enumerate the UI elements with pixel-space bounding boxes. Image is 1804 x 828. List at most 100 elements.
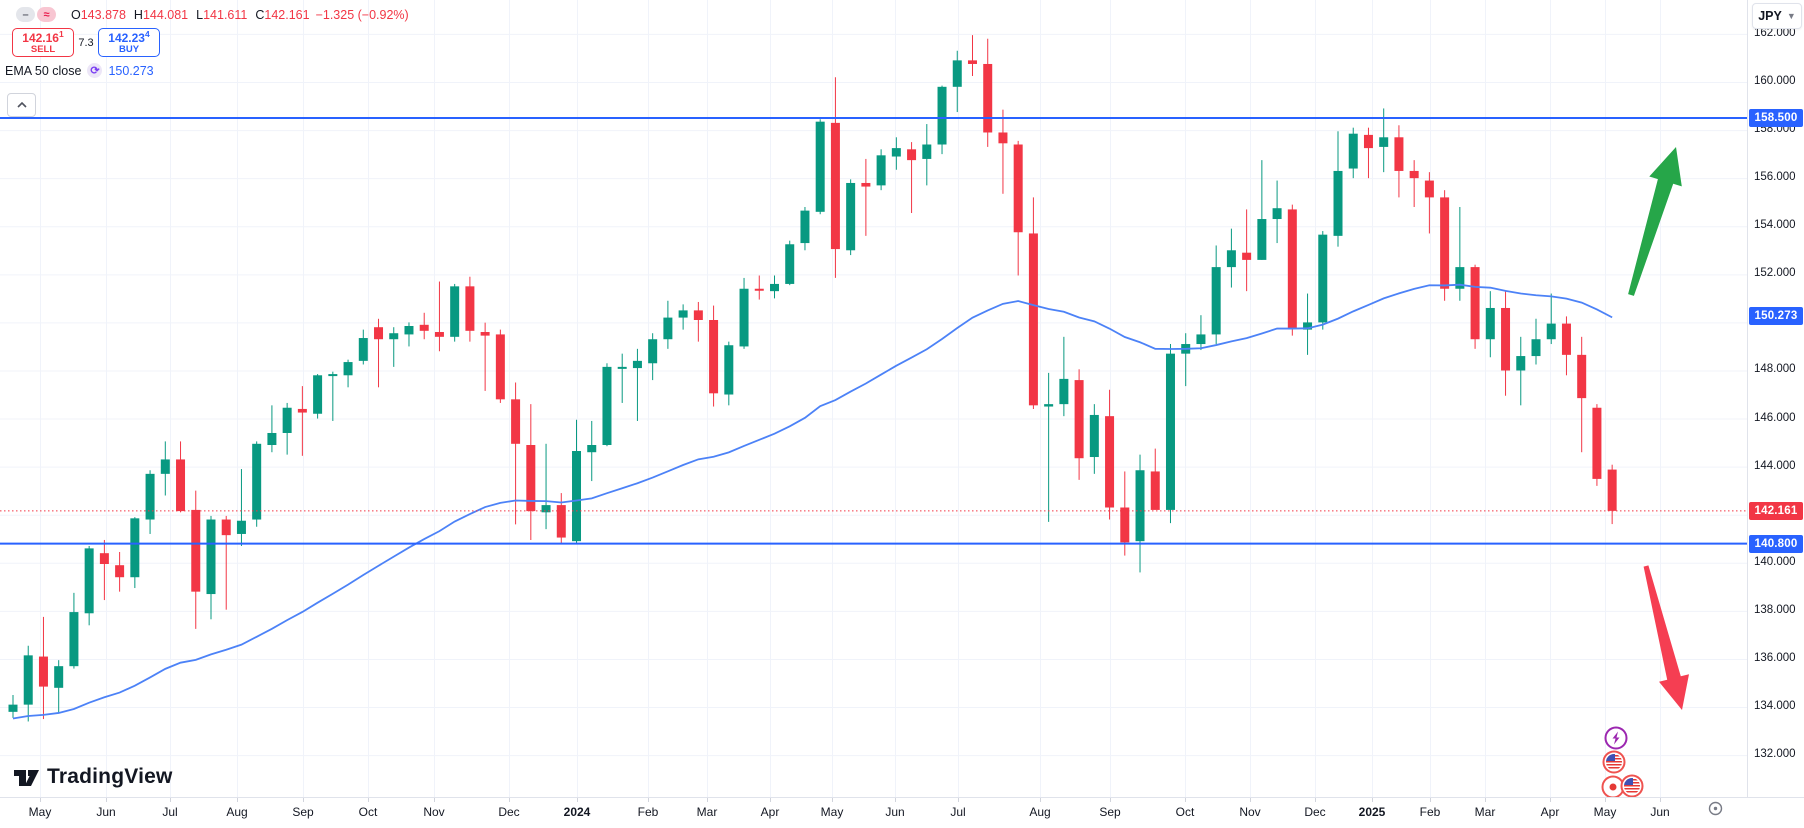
time-axis[interactable]: May Jun Jul Aug Sep Oct Nov Dec 2024 Feb Mar Apr May… <box>0 797 1804 828</box>
ema-line[interactable] <box>12 283 1613 720</box>
flag-us-marker-icon[interactable] <box>1602 750 1626 774</box>
ohlc-readout: O143.878 H144.081 L141.611 C142.161 −1.325 (… <box>71 8 409 22</box>
candle-body <box>830 122 840 250</box>
candle-body <box>495 334 505 400</box>
candle-body <box>54 666 64 688</box>
currency-label: JPY <box>1758 9 1782 23</box>
indicator-legend[interactable]: EMA 50 close ⟳ 150.273 <box>5 63 154 78</box>
time-axis-month-label: May <box>1593 805 1617 819</box>
time-axis-month-label: Oct <box>358 805 378 819</box>
chevron-down-icon: ▼ <box>1786 11 1796 21</box>
candle-body <box>115 565 125 578</box>
time-axis-month-label: Jun <box>96 805 116 819</box>
candle-body <box>252 443 262 520</box>
time-axis-month-label: Jul <box>950 805 966 819</box>
candle-body <box>221 519 231 536</box>
candle-body <box>313 375 323 414</box>
candle-body <box>1089 414 1099 458</box>
candle-body <box>465 286 475 331</box>
candle-body <box>130 518 140 578</box>
price-tick-label: 136.000 <box>1754 651 1796 664</box>
wave-icon[interactable]: ≈ <box>37 7 56 22</box>
price-tick-label: 134.000 <box>1754 700 1796 713</box>
order-panel: 142.161 SELL 7.3 142.234 BUY <box>12 28 160 57</box>
resistance-line-price-label: 158.500 <box>1749 109 1803 128</box>
time-tick <box>1485 798 1486 802</box>
time-tick <box>1040 798 1041 802</box>
high-label: H <box>133 8 143 22</box>
flag-jp-marker-icon[interactable] <box>1601 775 1625 798</box>
price-chart[interactable] <box>0 0 1747 797</box>
time-axis-month-label: Apr <box>1540 805 1560 819</box>
candle-body <box>145 473 155 520</box>
candle-body <box>1303 322 1313 330</box>
candle-body <box>678 310 688 318</box>
candle-body <box>1242 252 1252 260</box>
candle-body <box>160 459 170 474</box>
price-tick-label: 138.000 <box>1754 603 1796 616</box>
candle-body <box>648 339 658 364</box>
candle-body <box>754 288 764 291</box>
currency-selector[interactable]: JPY ▼ <box>1752 3 1802 29</box>
time-tick <box>170 798 171 802</box>
candle-body <box>526 445 536 512</box>
candle-body <box>1561 323 1571 355</box>
candle-body <box>1363 134 1373 149</box>
time-axis-month-label: Mar <box>1474 805 1496 819</box>
price-axis[interactable]: 162.000 160.000 158.000 156.000 154.000 152.0… <box>1747 0 1804 797</box>
arrow-down-drawing[interactable] <box>1643 565 1689 710</box>
candle-body <box>99 553 109 565</box>
low-value: 141.611 <box>203 8 248 22</box>
time-tick <box>958 798 959 802</box>
candle-body <box>967 60 977 64</box>
time-tick <box>1315 798 1316 802</box>
tradingview-logo-icon <box>14 770 39 786</box>
arrow-up-drawing[interactable] <box>1628 147 1682 296</box>
time-axis-month-label: Oct <box>1175 805 1195 819</box>
time-axis-month-label: Jun <box>1650 805 1670 819</box>
candle-body <box>1165 353 1175 510</box>
open-label: O <box>71 8 81 22</box>
time-tick <box>832 798 833 802</box>
time-tick <box>509 798 510 802</box>
candle-body <box>480 332 490 336</box>
candle-body <box>709 319 719 394</box>
candle-body <box>846 182 856 251</box>
lightning-marker-icon[interactable] <box>1604 726 1628 750</box>
candle-body <box>1135 470 1145 542</box>
collapse-legend-button[interactable] <box>7 93 36 117</box>
close-value: 142.161 <box>264 8 310 22</box>
spread-value: 7.3 <box>78 36 94 49</box>
candle-body <box>38 656 48 687</box>
candle-body <box>1348 133 1358 169</box>
time-tick <box>40 798 41 802</box>
candle-body <box>236 520 246 534</box>
candle-body <box>343 362 353 376</box>
sell-button[interactable]: 142.161 SELL <box>12 28 74 57</box>
time-axis-month-label: May <box>28 805 52 819</box>
buy-button[interactable]: 142.234 BUY <box>98 28 160 57</box>
time-axis-month-label: Nov <box>423 805 445 819</box>
candle-body <box>511 399 521 444</box>
refresh-icon[interactable]: ⟳ <box>87 63 103 78</box>
minimize-icon[interactable]: – <box>16 7 35 22</box>
time-tick <box>770 798 771 802</box>
candle-body <box>282 407 292 433</box>
change-value: −1.325 (−0.92%) <box>315 8 409 22</box>
price-tick-label: 140.000 <box>1754 555 1796 568</box>
candle-body <box>69 612 79 667</box>
candle-body <box>1546 323 1556 340</box>
price-tick-label: 132.000 <box>1754 748 1796 761</box>
clock-icon[interactable] <box>1707 800 1724 817</box>
candle-body <box>1333 170 1343 236</box>
price-tick-label: 162.000 <box>1754 26 1796 39</box>
candle-body <box>998 132 1008 144</box>
buy-label: BUY <box>118 43 140 55</box>
watermark-text: TradingView <box>47 765 173 788</box>
candle-body <box>663 317 673 340</box>
price-tick-label: 160.000 <box>1754 75 1796 87</box>
flag-us-marker-icon[interactable] <box>1620 774 1644 797</box>
candle-body <box>1120 507 1130 543</box>
candle-body <box>800 210 810 244</box>
candle-body <box>1211 267 1221 335</box>
